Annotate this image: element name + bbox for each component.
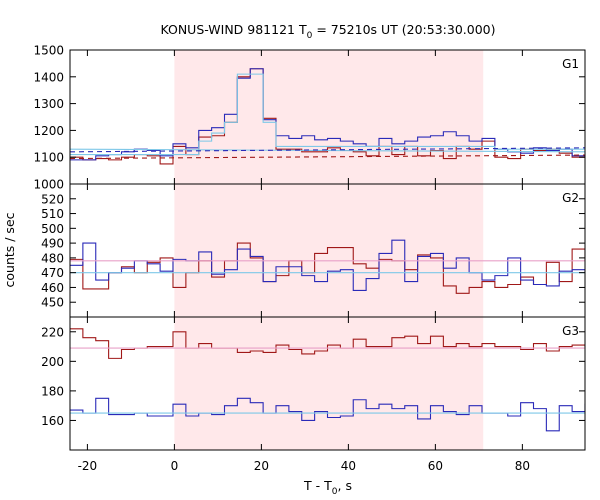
y-tick-label: 220	[41, 325, 64, 339]
y-tick-label: 520	[41, 192, 64, 206]
x-tick-label: 20	[254, 459, 269, 473]
y-tick-label: 450	[41, 296, 64, 310]
highlight-interval	[174, 50, 484, 184]
y-axis-label: counts / sec	[2, 212, 17, 287]
series-line	[70, 239, 585, 291]
y-tick-label: 480	[41, 251, 64, 265]
panel-g1: 1000 1100 1200 1300 1400 1500 G1	[33, 44, 586, 192]
series-line	[70, 73, 585, 156]
series-line	[70, 148, 585, 153]
highlight-interval	[174, 184, 484, 317]
x-tick-label: -20	[78, 459, 98, 473]
series-group	[70, 328, 585, 432]
y-tick-label: 490	[41, 237, 64, 251]
y-tick-label: 460	[41, 281, 64, 295]
y-tick-label: 1300	[33, 97, 64, 111]
chart-title: KONUS-WIND 981121 T0 = 75210s UT (20:53:…	[160, 22, 495, 41]
series-line	[70, 328, 585, 359]
panel-label: G1	[562, 57, 579, 71]
plot-area: 1000 1100 1200 1300 1400 1500 G1 45046047048049…	[33, 44, 586, 473]
series-group	[70, 68, 585, 165]
panel-g3: 160 180 200 220 G3	[41, 316, 586, 451]
x-tick-label: 0	[171, 459, 179, 473]
y-tick-label: 1500	[33, 44, 64, 58]
y-tick-label: 1100	[33, 151, 64, 165]
series-line	[70, 154, 585, 160]
x-axis-label: T - T0, s	[303, 478, 352, 497]
panel-frame	[69, 316, 586, 451]
series-line	[70, 147, 585, 153]
x-tick-label: 40	[341, 459, 356, 473]
y-tick-label: 470	[41, 266, 64, 280]
y-tick-label: 160	[41, 414, 64, 428]
series-group	[70, 239, 585, 294]
y-tick-label: 200	[41, 355, 64, 369]
highlight-interval	[174, 317, 484, 450]
y-tick-label: 1200	[33, 124, 64, 138]
y-tick-label: 1400	[33, 70, 64, 84]
panel-label: G3	[562, 324, 579, 338]
x-tick-label: 80	[515, 459, 530, 473]
x-tick-label: 60	[428, 459, 443, 473]
y-tick-label: 1000	[33, 178, 64, 192]
y-tick-label: 510	[41, 207, 64, 221]
y-tick-label: 180	[41, 384, 64, 398]
panel-label: G2	[562, 191, 579, 205]
series-line	[70, 68, 585, 165]
y-tick-label: 500	[41, 222, 64, 236]
